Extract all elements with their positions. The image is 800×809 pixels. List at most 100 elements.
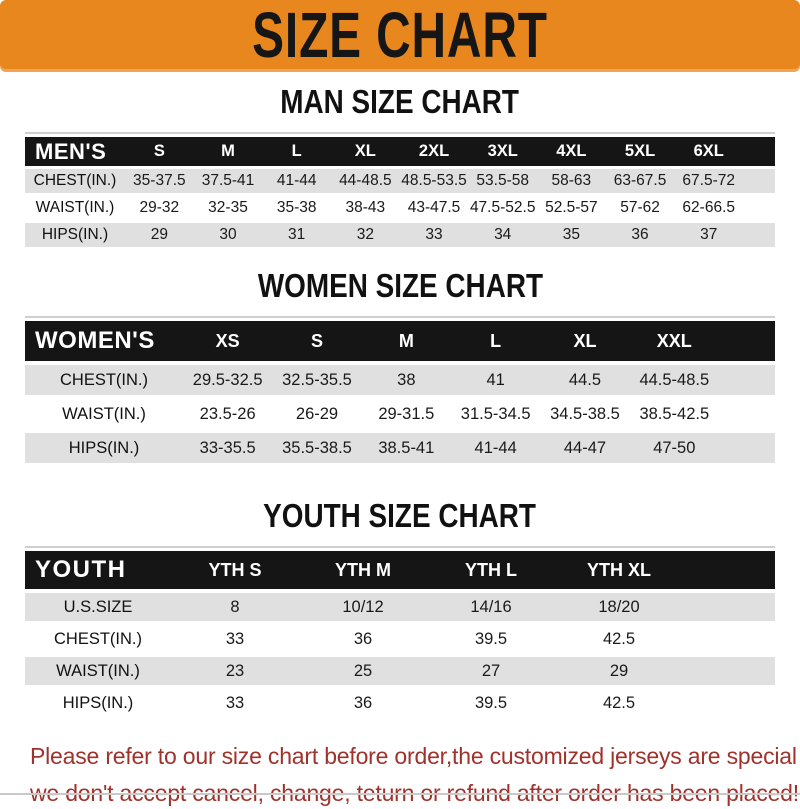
womens-size-columns: XS S M L XL XXL: [183, 331, 775, 352]
mens-table-title: MEN'S: [35, 138, 107, 164]
mens-waist-values: 29-32 32-35 35-38 38-43 43-47.5 47.5-52.5 52.5…: [125, 199, 775, 217]
size-cell: 44-47: [563, 438, 607, 457]
womens-waist-row: WAIST(IN.) 23.5-26 26-29 29-31.5 31.5-34.5 3…: [25, 399, 775, 430]
size-cell: 29: [150, 226, 168, 244]
size-cell: 47.5-52.5: [469, 199, 536, 217]
womens-chest-values: 29.5-32.5 32.5-35.5 38 41 44.5 44.5-48.5: [183, 371, 775, 390]
size-cell: 67.5-72: [682, 172, 735, 190]
footer-notice: Please refer to our size chart before or…: [30, 741, 800, 809]
youth-section-heading: YOUTH SIZE CHART: [0, 496, 800, 535]
size-cell: 4XL: [556, 142, 587, 161]
row-label-chest: CHEST(IN.): [33, 172, 117, 190]
size-cell: 8: [230, 597, 240, 616]
youth-size-table: YOUTH YTH S YTH M YTH L YTH XL U.S.SIZE 8 10…: [25, 546, 775, 718]
size-cell: 35.5-38.5: [282, 438, 352, 457]
size-cell: 27: [481, 661, 501, 680]
size-cell: 42.5: [602, 693, 636, 712]
mens-hips-values: 29 30 31 32 33 34 35 36 37: [125, 226, 775, 244]
youth-chest-values: 33 36 39.5 42.5: [171, 630, 775, 649]
size-cell: YTH L: [465, 559, 517, 580]
banner: SIZE CHART: [0, 0, 800, 72]
size-cell: 33: [225, 693, 245, 712]
youth-waist-values: 23 25 27 29: [171, 662, 775, 681]
size-cell: 29-31.5: [378, 404, 435, 423]
size-cell: 37.5-41: [201, 172, 255, 190]
size-cell: L: [490, 330, 502, 351]
size-cell: 33: [425, 226, 443, 244]
size-cell: 34.5-38.5: [550, 404, 620, 423]
size-cell: XL: [354, 142, 376, 161]
womens-hips-row: HIPS(IN.) 33-35.5 35.5-38.5 38.5-41 41-44 44…: [25, 433, 775, 464]
size-cell: 62-66.5: [682, 199, 735, 217]
youth-hips-values: 33 36 39.5 42.5: [171, 694, 775, 713]
size-cell: 41: [486, 370, 505, 389]
size-cell: 14/16: [470, 597, 512, 616]
size-cell: 5XL: [624, 142, 656, 161]
size-cell: 41-44: [276, 172, 317, 190]
row-label-chest: CHEST(IN.): [60, 370, 148, 389]
size-cell: 44.5: [568, 370, 602, 389]
womens-waist-values: 23.5-26 26-29 29-31.5 31.5-34.5 34.5-38.5 38.…: [183, 405, 775, 424]
size-cell: 29.5-32.5: [192, 370, 263, 389]
size-cell: YTH XL: [586, 559, 651, 580]
size-cell: 37: [700, 226, 718, 244]
size-cell: 44.5-48.5: [639, 370, 710, 389]
size-cell: 33: [225, 629, 245, 648]
size-cell: 25: [353, 661, 373, 680]
size-cell: 39.5: [474, 629, 508, 648]
size-cell: L: [291, 142, 302, 161]
mens-chest-values: 35-37.5 37.5-41 41-44 44-48.5 48.5-53.5 53.5-…: [125, 172, 775, 190]
size-cell: 38.5-42.5: [639, 404, 710, 423]
youth-section-heading-text: YOUTH SIZE CHART: [263, 496, 537, 535]
size-cell: 36: [353, 693, 373, 712]
bottom-divider: [0, 793, 800, 795]
size-cell: 29: [609, 661, 629, 680]
size-cell: 3XL: [487, 142, 518, 161]
size-cell: XS: [215, 330, 240, 351]
size-cell: 44-48.5: [339, 172, 392, 190]
size-cell: 30: [219, 226, 237, 244]
size-cell: 32: [356, 226, 374, 244]
size-cell: 31: [288, 226, 306, 244]
size-cell: 32-35: [208, 199, 248, 217]
women-section-heading-text: WOMEN SIZE CHART: [257, 266, 543, 305]
row-label-hips: HIPS(IN.): [68, 438, 140, 457]
size-cell: YTH S: [208, 559, 262, 580]
womens-chest-row: CHEST(IN.) 29.5-32.5 32.5-35.5 38 41 44.5 44.…: [25, 365, 775, 396]
row-label-waist: WAIST(IN.): [56, 661, 140, 680]
size-cell: S: [153, 142, 165, 161]
size-cell: YTH M: [335, 559, 391, 580]
size-cell: S: [310, 330, 323, 351]
size-cell: 52.5-57: [545, 199, 598, 217]
women-section-heading: WOMEN SIZE CHART: [0, 266, 800, 305]
womens-hips-values: 33-35.5 35.5-38.5 38.5-41 41-44 44-47 47-50: [183, 439, 775, 458]
row-label-waist: WAIST(IN.): [62, 404, 146, 423]
section-women: WOMEN SIZE CHART WOMEN'S XS S M L XL XXL CHES…: [0, 266, 800, 464]
size-cell: XXL: [656, 330, 692, 351]
youth-size-columns: YTH S YTH M YTH L YTH XL: [171, 560, 775, 581]
section-youth: YOUTH SIZE CHART YOUTH YTH S YTH M YTH L YT…: [0, 496, 800, 718]
size-cell: 41-44: [474, 438, 517, 457]
youth-table-title: YOUTH: [35, 556, 127, 584]
page-title: SIZE CHART: [252, 0, 548, 72]
men-section-heading-text: MAN SIZE CHART: [280, 82, 520, 121]
size-cell: 29-32: [139, 199, 180, 217]
youth-chest-row: CHEST(IN.) 33 36 39.5 42.5: [25, 625, 775, 654]
size-cell: 35-37.5: [133, 172, 186, 190]
womens-table-title: WOMEN'S: [35, 327, 155, 355]
size-cell: 47-50: [653, 438, 696, 457]
row-label-waist: WAIST(IN.): [35, 199, 115, 217]
youth-ussize-row: U.S.SIZE 8 10/12 14/16 18/20: [25, 593, 775, 622]
size-cell: 2XL: [418, 142, 450, 161]
size-cell: 63-67.5: [613, 172, 667, 190]
size-cell: 42.5: [602, 629, 636, 648]
size-cell: 35-38: [276, 199, 317, 217]
section-men: MAN SIZE CHART MEN'S S M L XL 2XL 3XL 4XL 5XL 6X…: [0, 82, 800, 248]
size-cell: 23.5-26: [199, 404, 256, 423]
youth-table-header-row: YOUTH YTH S YTH M YTH L YTH XL: [25, 551, 775, 590]
size-cell: M: [398, 330, 414, 351]
womens-table-header-row: WOMEN'S XS S M L XL XXL: [25, 321, 775, 362]
size-cell: 36: [631, 226, 649, 244]
youth-waist-row: WAIST(IN.) 23 25 27 29: [25, 657, 775, 686]
